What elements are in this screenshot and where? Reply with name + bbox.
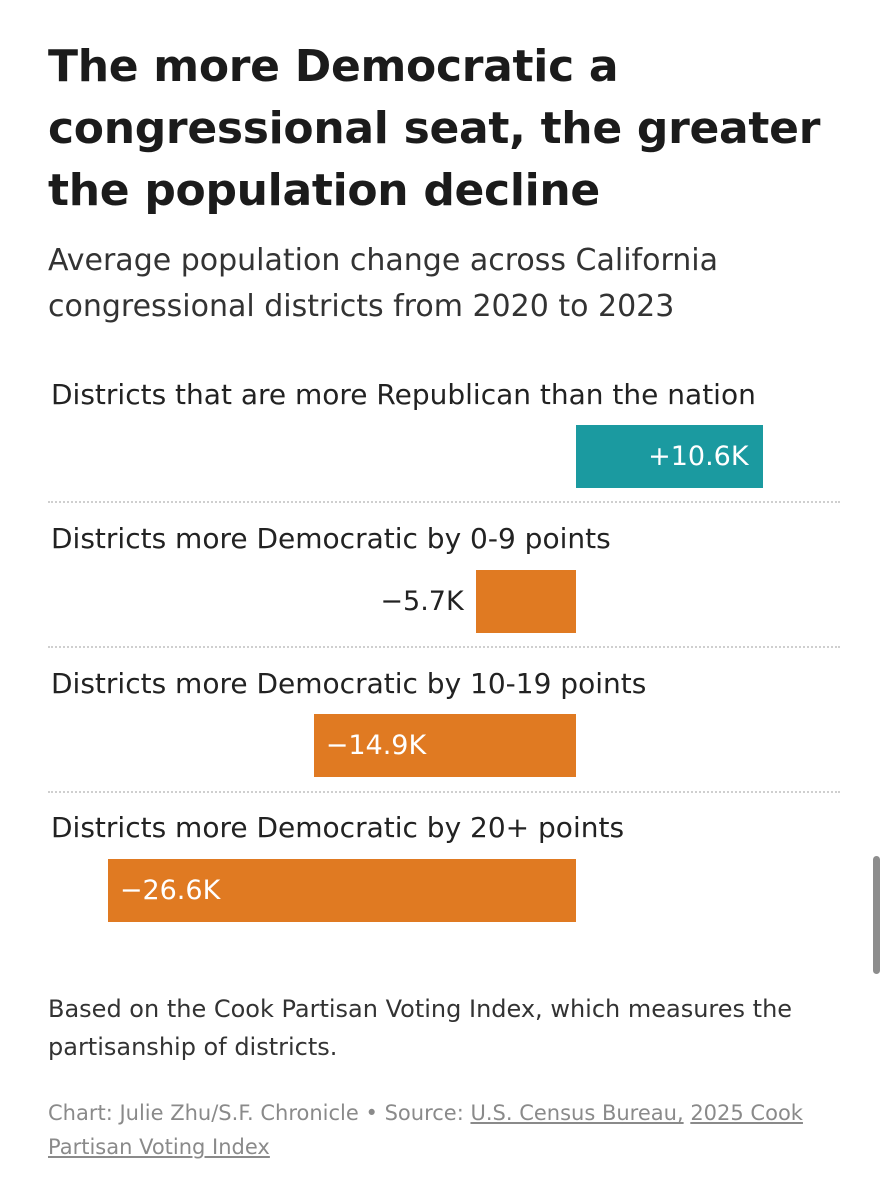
category-label: Districts more Democratic by 0-9 points <box>51 522 611 555</box>
source-link-cook-pvi[interactable]: 2025 Cook Partisan Voting Index <box>48 1101 803 1159</box>
credit-separator: • <box>365 1101 378 1125</box>
data-label: +10.6K <box>648 441 749 472</box>
row-divider <box>48 791 840 793</box>
source-link-census[interactable]: U.S. Census Bureau, <box>470 1101 684 1125</box>
scrollbar-thumb[interactable] <box>873 856 880 974</box>
chart-credit: Chart: Julie Zhu/S.F. Chronicle • Source… <box>48 1096 838 1164</box>
credit-source-prefix: Source: <box>384 1101 464 1125</box>
category-label: Districts more Democratic by 10-19 point… <box>51 667 647 700</box>
bar <box>475 570 576 633</box>
data-label: −14.9K <box>325 730 427 761</box>
chart-title: The more Democratic a congressional seat… <box>48 41 821 216</box>
data-label: −5.7K <box>380 586 464 617</box>
row-divider <box>48 501 840 503</box>
row-divider <box>48 646 840 648</box>
credit-author: Chart: Julie Zhu/S.F. Chronicle <box>48 1101 359 1125</box>
category-label: Districts that are more Republican than … <box>51 378 756 411</box>
category-label: Districts more Democratic by 20+ points <box>51 811 625 844</box>
bar <box>576 425 763 488</box>
chart-footnote: Based on the Cook Partisan Voting Index,… <box>48 995 793 1061</box>
bar <box>107 859 576 922</box>
chart-subtitle: Average population change across Califor… <box>48 243 719 324</box>
data-label: −26.6K <box>119 875 221 906</box>
bar <box>313 714 576 777</box>
